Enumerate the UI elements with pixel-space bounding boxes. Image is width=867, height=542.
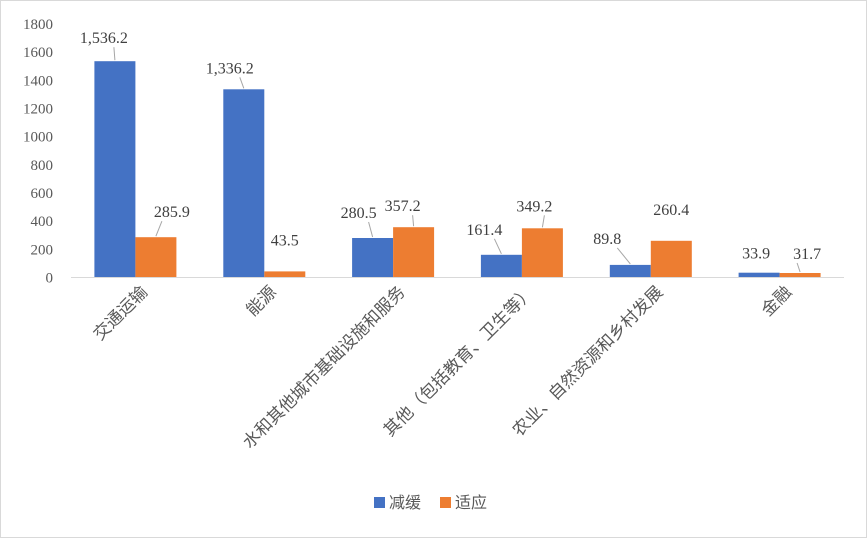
y-tick-label: 1000 [23,130,53,146]
legend: 减缓 适应 [374,493,487,512]
bar-adaptation [135,237,177,278]
legend-swatch [440,497,451,508]
y-tick-label: 1800 [23,17,53,33]
bars-group [94,61,821,278]
category-label: 能源 [243,282,280,319]
data-label: 260.4 [653,202,689,219]
bar-adaptation [264,271,306,278]
legend-label: 减缓 [389,494,421,512]
y-tick-label: 1600 [23,45,53,61]
bar-adaptation [779,273,821,278]
leader-line [616,247,631,265]
leader-line [239,77,245,89]
data-labels: 1,536.2 285.9 1,336.2 43.5 280.5 357.2 161.4 34… [80,30,821,263]
data-label: 280.5 [341,205,377,222]
category-label: 其他（包括教育、卫生等） [380,282,538,440]
bar-adaptation [393,227,435,278]
data-label: 1,336.2 [206,60,254,77]
leader-line [493,238,502,255]
bar-adaptation [650,240,692,278]
data-label: 31.7 [793,246,821,263]
legend-swatch [374,497,385,508]
y-tick-label: 0 [46,271,54,287]
y-tick-label: 1400 [23,73,53,89]
bar-mitigation [223,89,265,278]
data-label: 285.9 [154,204,190,221]
leader-lines [113,47,801,273]
y-tick-label: 200 [31,242,54,258]
bar-mitigation [480,254,522,278]
data-label: 1,536.2 [80,30,128,47]
legend-label: 适应 [455,493,487,512]
y-tick-label: 400 [31,214,54,230]
leader-line [796,262,801,273]
y-tick-label: 600 [31,186,54,202]
category-label: 交通运输 [90,282,152,344]
y-tick-label: 800 [31,158,54,174]
data-label: 349.2 [516,198,552,215]
leader-line [155,221,163,237]
bar-adaptation [521,228,563,278]
y-axis-ticks: 0 200 400 600 800 1000 1200 1400 1600 1800 [23,17,53,287]
category-labels: 交通运输 能源水和其他城市基础设施和服务其他（包括教育、卫生等）农业、自然资源和乡… [90,282,796,452]
data-label: 161.4 [466,222,502,239]
y-tick-label: 1200 [23,102,53,118]
data-label: 357.2 [385,198,421,215]
category-label: 农业、自然资源和乡村发展 [509,282,667,440]
data-label: 89.8 [593,231,621,248]
leader-line [113,47,116,61]
legend-item: 减缓 [374,494,421,512]
bar-mitigation [352,238,394,278]
leader-line [412,215,415,227]
legend-item: 适应 [440,493,487,512]
bar-mitigation [738,272,780,278]
data-label: 43.5 [271,232,299,249]
data-label: 33.9 [742,246,770,263]
leader-line [541,215,545,228]
category-label: 金融 [758,282,795,319]
leader-line [368,221,374,238]
bar-mitigation [609,264,651,278]
bar-mitigation [94,61,136,278]
